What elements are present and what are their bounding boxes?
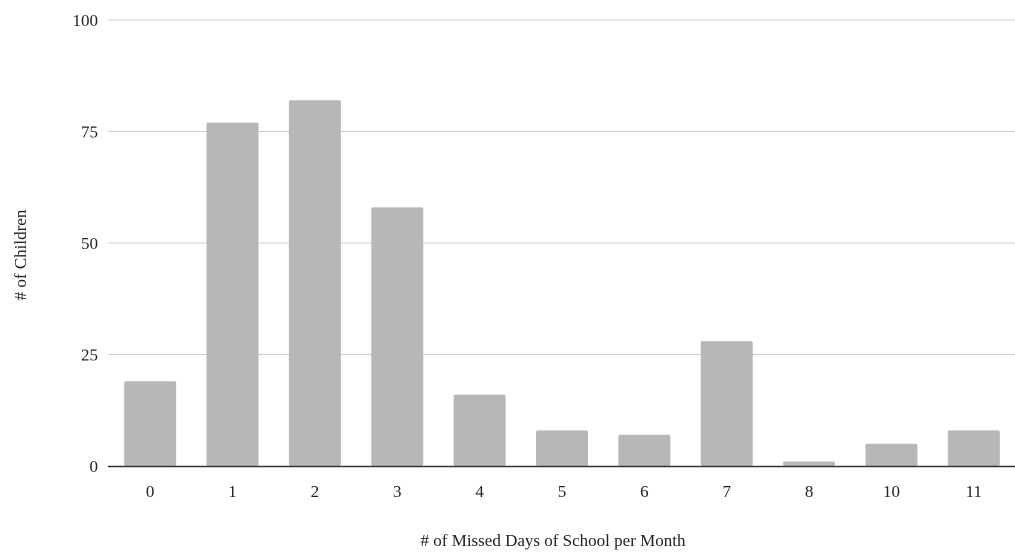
x-tick-label: 1 (228, 482, 237, 501)
x-tick-label: 11 (966, 482, 982, 501)
bar-3 (371, 207, 424, 466)
x-tick-label: 8 (805, 482, 814, 501)
bar-7 (700, 341, 753, 466)
x-tick-label: 0 (146, 482, 155, 501)
x-axis-title: # of Missed Days of School per Month (421, 531, 686, 550)
x-tick-label: 4 (475, 482, 484, 501)
bars (124, 100, 1000, 466)
bar-0 (124, 381, 177, 466)
y-tick-label: 75 (81, 123, 98, 142)
x-tick-label: 3 (393, 482, 402, 501)
x-tick-label: 2 (311, 482, 320, 501)
x-tick-label: 10 (883, 482, 900, 501)
y-axis-ticks: 0 25 50 75 100 (73, 11, 99, 476)
bar-5 (536, 430, 588, 466)
bar-1 (206, 122, 259, 466)
x-axis-ticks: 0 1 2 3 4 5 6 7 8 10 11 (146, 482, 982, 501)
bar-11 (947, 430, 1000, 466)
y-tick-label: 0 (90, 457, 99, 476)
gridlines (108, 19, 1015, 355)
y-tick-label: 50 (81, 234, 98, 253)
bar-2 (288, 100, 341, 466)
x-tick-label: 5 (558, 482, 567, 501)
x-tick-label: 6 (640, 482, 649, 501)
bar-10 (865, 443, 918, 466)
y-axis-title: # of Children (11, 209, 30, 300)
y-tick-label: 25 (81, 346, 98, 365)
y-tick-label: 100 (73, 11, 99, 30)
x-tick-label: 7 (722, 482, 731, 501)
bar-4 (453, 394, 506, 466)
bar-6 (618, 434, 671, 466)
bar-8 (783, 461, 836, 466)
